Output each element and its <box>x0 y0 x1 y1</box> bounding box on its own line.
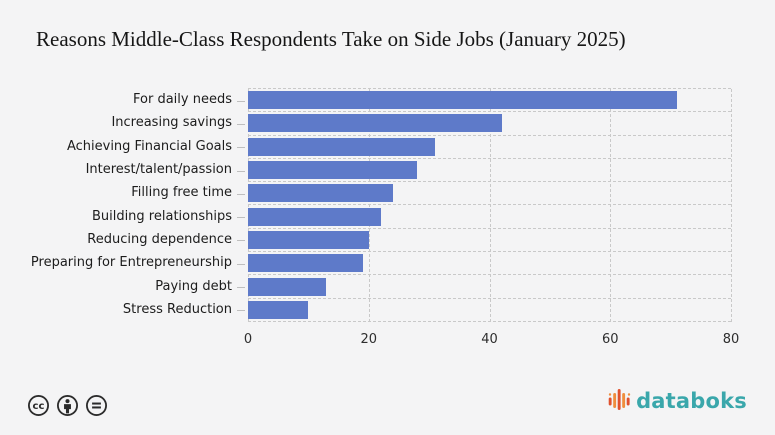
y-tick-mark <box>237 240 245 242</box>
svg-text:cc: cc <box>33 401 45 412</box>
gridline-x-0 <box>248 89 249 322</box>
category-label: Reducing dependence <box>87 231 232 247</box>
x-axis: 0 20 40 60 80 <box>244 332 739 350</box>
bar-filling-free-time <box>248 184 393 203</box>
gridline-x-20 <box>368 89 370 322</box>
x-tick-label-60: 60 <box>601 332 619 347</box>
bar-row <box>248 89 731 113</box>
bar-paying-debt <box>248 277 327 296</box>
category-label: Interest/talent/passion <box>85 162 232 178</box>
bar-preparing-for-entrepreneurship <box>248 254 363 273</box>
cc-icon: cc <box>28 395 49 416</box>
y-tick-mark <box>237 310 245 312</box>
y-axis-labels: For daily needs Increasing savings Achievi… <box>0 88 232 321</box>
gridline-x-40 <box>489 89 491 322</box>
bar-row <box>248 182 731 206</box>
bar-row <box>248 159 731 183</box>
category-label: Achieving Financial Goals <box>66 138 232 154</box>
x-tick-label-40: 40 <box>481 332 498 347</box>
bar-row <box>248 112 731 136</box>
no-derivatives-icon <box>86 395 107 416</box>
bar-row <box>248 229 731 253</box>
bar-rows <box>248 89 731 322</box>
category-label: Preparing for Entrepreneurship <box>30 255 232 271</box>
category-label: For daily needs <box>133 92 232 108</box>
bar-stress-reduction <box>248 300 309 319</box>
license-badges: cc <box>27 394 108 417</box>
databoks-logo-text: databoks <box>636 389 747 413</box>
category-label: Filling free time <box>131 185 232 201</box>
category-label: Building relationships <box>91 208 232 224</box>
y-tick-mark <box>237 170 245 172</box>
bar-row <box>248 275 731 299</box>
y-tick-mark <box>237 287 245 289</box>
x-tick-label-80: 80 <box>722 332 740 347</box>
x-tick-label-20: 20 <box>360 332 378 347</box>
gridline-x-60 <box>610 89 612 322</box>
bar-row <box>248 252 731 276</box>
gridline-x-80 <box>731 89 732 322</box>
bar-row <box>248 299 731 322</box>
attribution-icon <box>57 395 78 416</box>
x-tick-label-0: 0 <box>243 332 253 347</box>
bar-row <box>248 136 731 159</box>
bar-interest-talent-passion <box>248 161 418 180</box>
bar-achieving-financial-goals <box>248 137 436 156</box>
plot-area <box>237 88 732 322</box>
y-tick-mark <box>237 100 245 102</box>
databoks-logo: databoks <box>608 386 747 416</box>
y-tick-mark <box>237 263 245 265</box>
category-label: Increasing savings <box>111 115 232 131</box>
bar-reducing-dependence <box>248 230 369 249</box>
bar-row <box>248 205 731 229</box>
y-tick-mark <box>237 217 245 219</box>
bar-building-relationships <box>248 207 381 226</box>
category-label: Stress Reduction <box>122 301 232 317</box>
databoks-logo-icon <box>608 389 631 410</box>
bar-increasing-savings <box>248 114 502 133</box>
bar-for-daily-needs <box>248 91 677 110</box>
chart-title: Reasons Middle-Class Respondents Take on… <box>36 27 626 51</box>
category-label: Paying debt <box>155 278 232 294</box>
y-tick-mark <box>237 193 245 195</box>
y-tick-mark <box>237 123 245 125</box>
y-tick-mark <box>237 147 245 149</box>
